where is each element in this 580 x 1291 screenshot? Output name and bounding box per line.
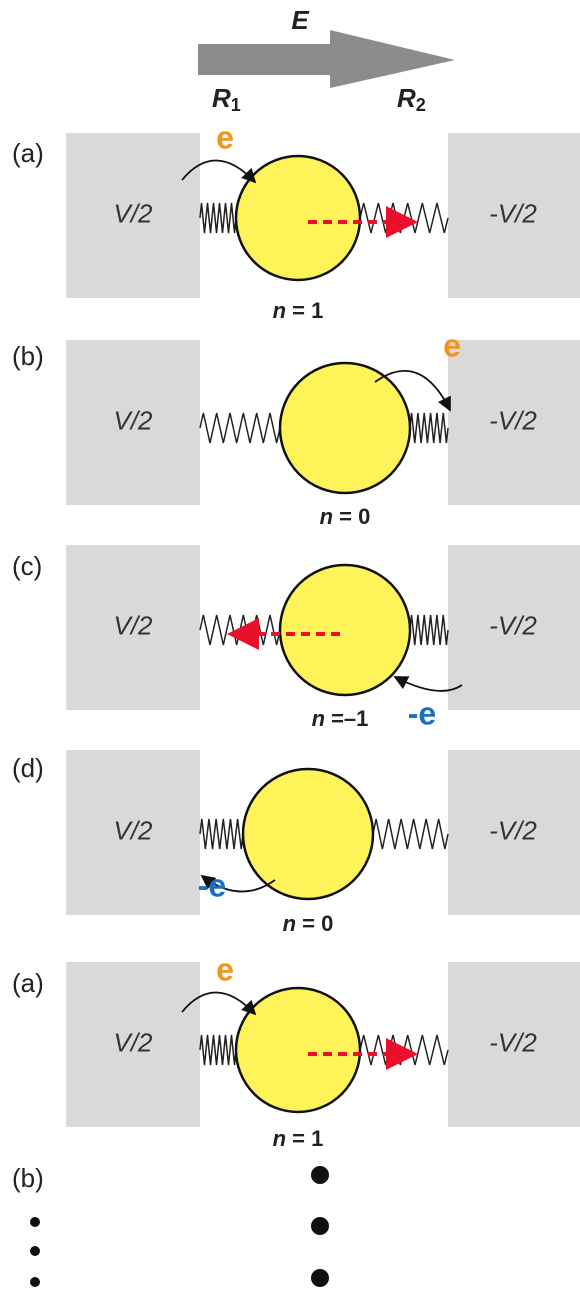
field-label: E: [291, 5, 309, 35]
r1-label: R1: [212, 83, 241, 115]
panel: (a) V/2 -V/2 e n= 1: [12, 119, 580, 322]
panel-label: (a): [12, 138, 44, 168]
spring: [200, 203, 236, 233]
charge-label: e: [443, 327, 461, 363]
panel-label: (b): [12, 1163, 44, 1193]
panel-label: (b): [12, 341, 44, 371]
n-value: = 1: [292, 1126, 323, 1151]
continuation-dots: [30, 1166, 329, 1287]
n-symbol: n: [273, 1126, 286, 1151]
field-arrow: [198, 30, 455, 88]
right-voltage: -V/2: [489, 1027, 537, 1057]
right-voltage: -V/2: [489, 198, 537, 228]
spring: [373, 819, 448, 849]
particle: [236, 156, 360, 280]
panel-label: (d): [12, 753, 44, 783]
n-symbol: n: [273, 298, 286, 323]
right-voltage: -V/2: [489, 815, 537, 845]
left-voltage: V/2: [113, 1027, 153, 1057]
particle: [243, 769, 373, 899]
spring: [200, 615, 280, 645]
charge-number: n= 0: [320, 504, 371, 529]
charge-number: n=–1: [312, 706, 369, 731]
charge-label: e: [216, 951, 234, 987]
left-voltage: V/2: [113, 610, 153, 640]
panels: (a)V/2-V/2en= 1(b)V/2-V/2en= 0(c)V/2-V/2…: [12, 119, 580, 1150]
particle: [280, 363, 410, 493]
charge-label: -e: [408, 695, 436, 731]
charge-number: n= 0: [283, 911, 334, 936]
n-value: =–1: [331, 706, 368, 731]
panel: (c) V/2 -V/2 -e n=–1: [12, 545, 580, 731]
charge-number: n= 1: [273, 1126, 324, 1151]
charge-number: n= 1: [273, 298, 324, 323]
panel: (b) V/2 -V/2 e n= 0: [12, 327, 580, 528]
n-symbol: n: [320, 504, 333, 529]
diagram: E R1 R2 (a)V/2-V/2en= 1(b)V/2-V/2en= 0(c…: [0, 0, 580, 1291]
n-value: = 0: [302, 911, 333, 936]
spring: [200, 819, 243, 849]
n-symbol: n: [312, 706, 325, 731]
right-voltage: -V/2: [489, 405, 537, 435]
left-voltage: V/2: [113, 405, 153, 435]
spring: [410, 615, 448, 645]
charge-label: e: [216, 119, 234, 155]
spring: [200, 413, 280, 443]
n-value: = 0: [339, 504, 370, 529]
right-voltage: -V/2: [489, 610, 537, 640]
n-value: = 1: [292, 298, 323, 323]
panel-label: (a): [12, 968, 44, 998]
n-symbol: n: [283, 911, 296, 936]
particle: [236, 988, 360, 1112]
particle: [280, 565, 410, 695]
left-voltage: V/2: [113, 815, 153, 845]
spring: [360, 203, 448, 233]
spring: [410, 413, 448, 443]
left-voltage: V/2: [113, 198, 153, 228]
panel: (a) V/2 -V/2 e n= 1: [12, 951, 580, 1150]
spring: [200, 1035, 236, 1065]
charge-label: -e: [198, 867, 226, 903]
spring: [360, 1035, 448, 1065]
panel-label: (c): [12, 551, 42, 581]
panel: (d) V/2 -V/2 -e n= 0: [12, 750, 580, 936]
r2-label: R2: [397, 83, 426, 115]
